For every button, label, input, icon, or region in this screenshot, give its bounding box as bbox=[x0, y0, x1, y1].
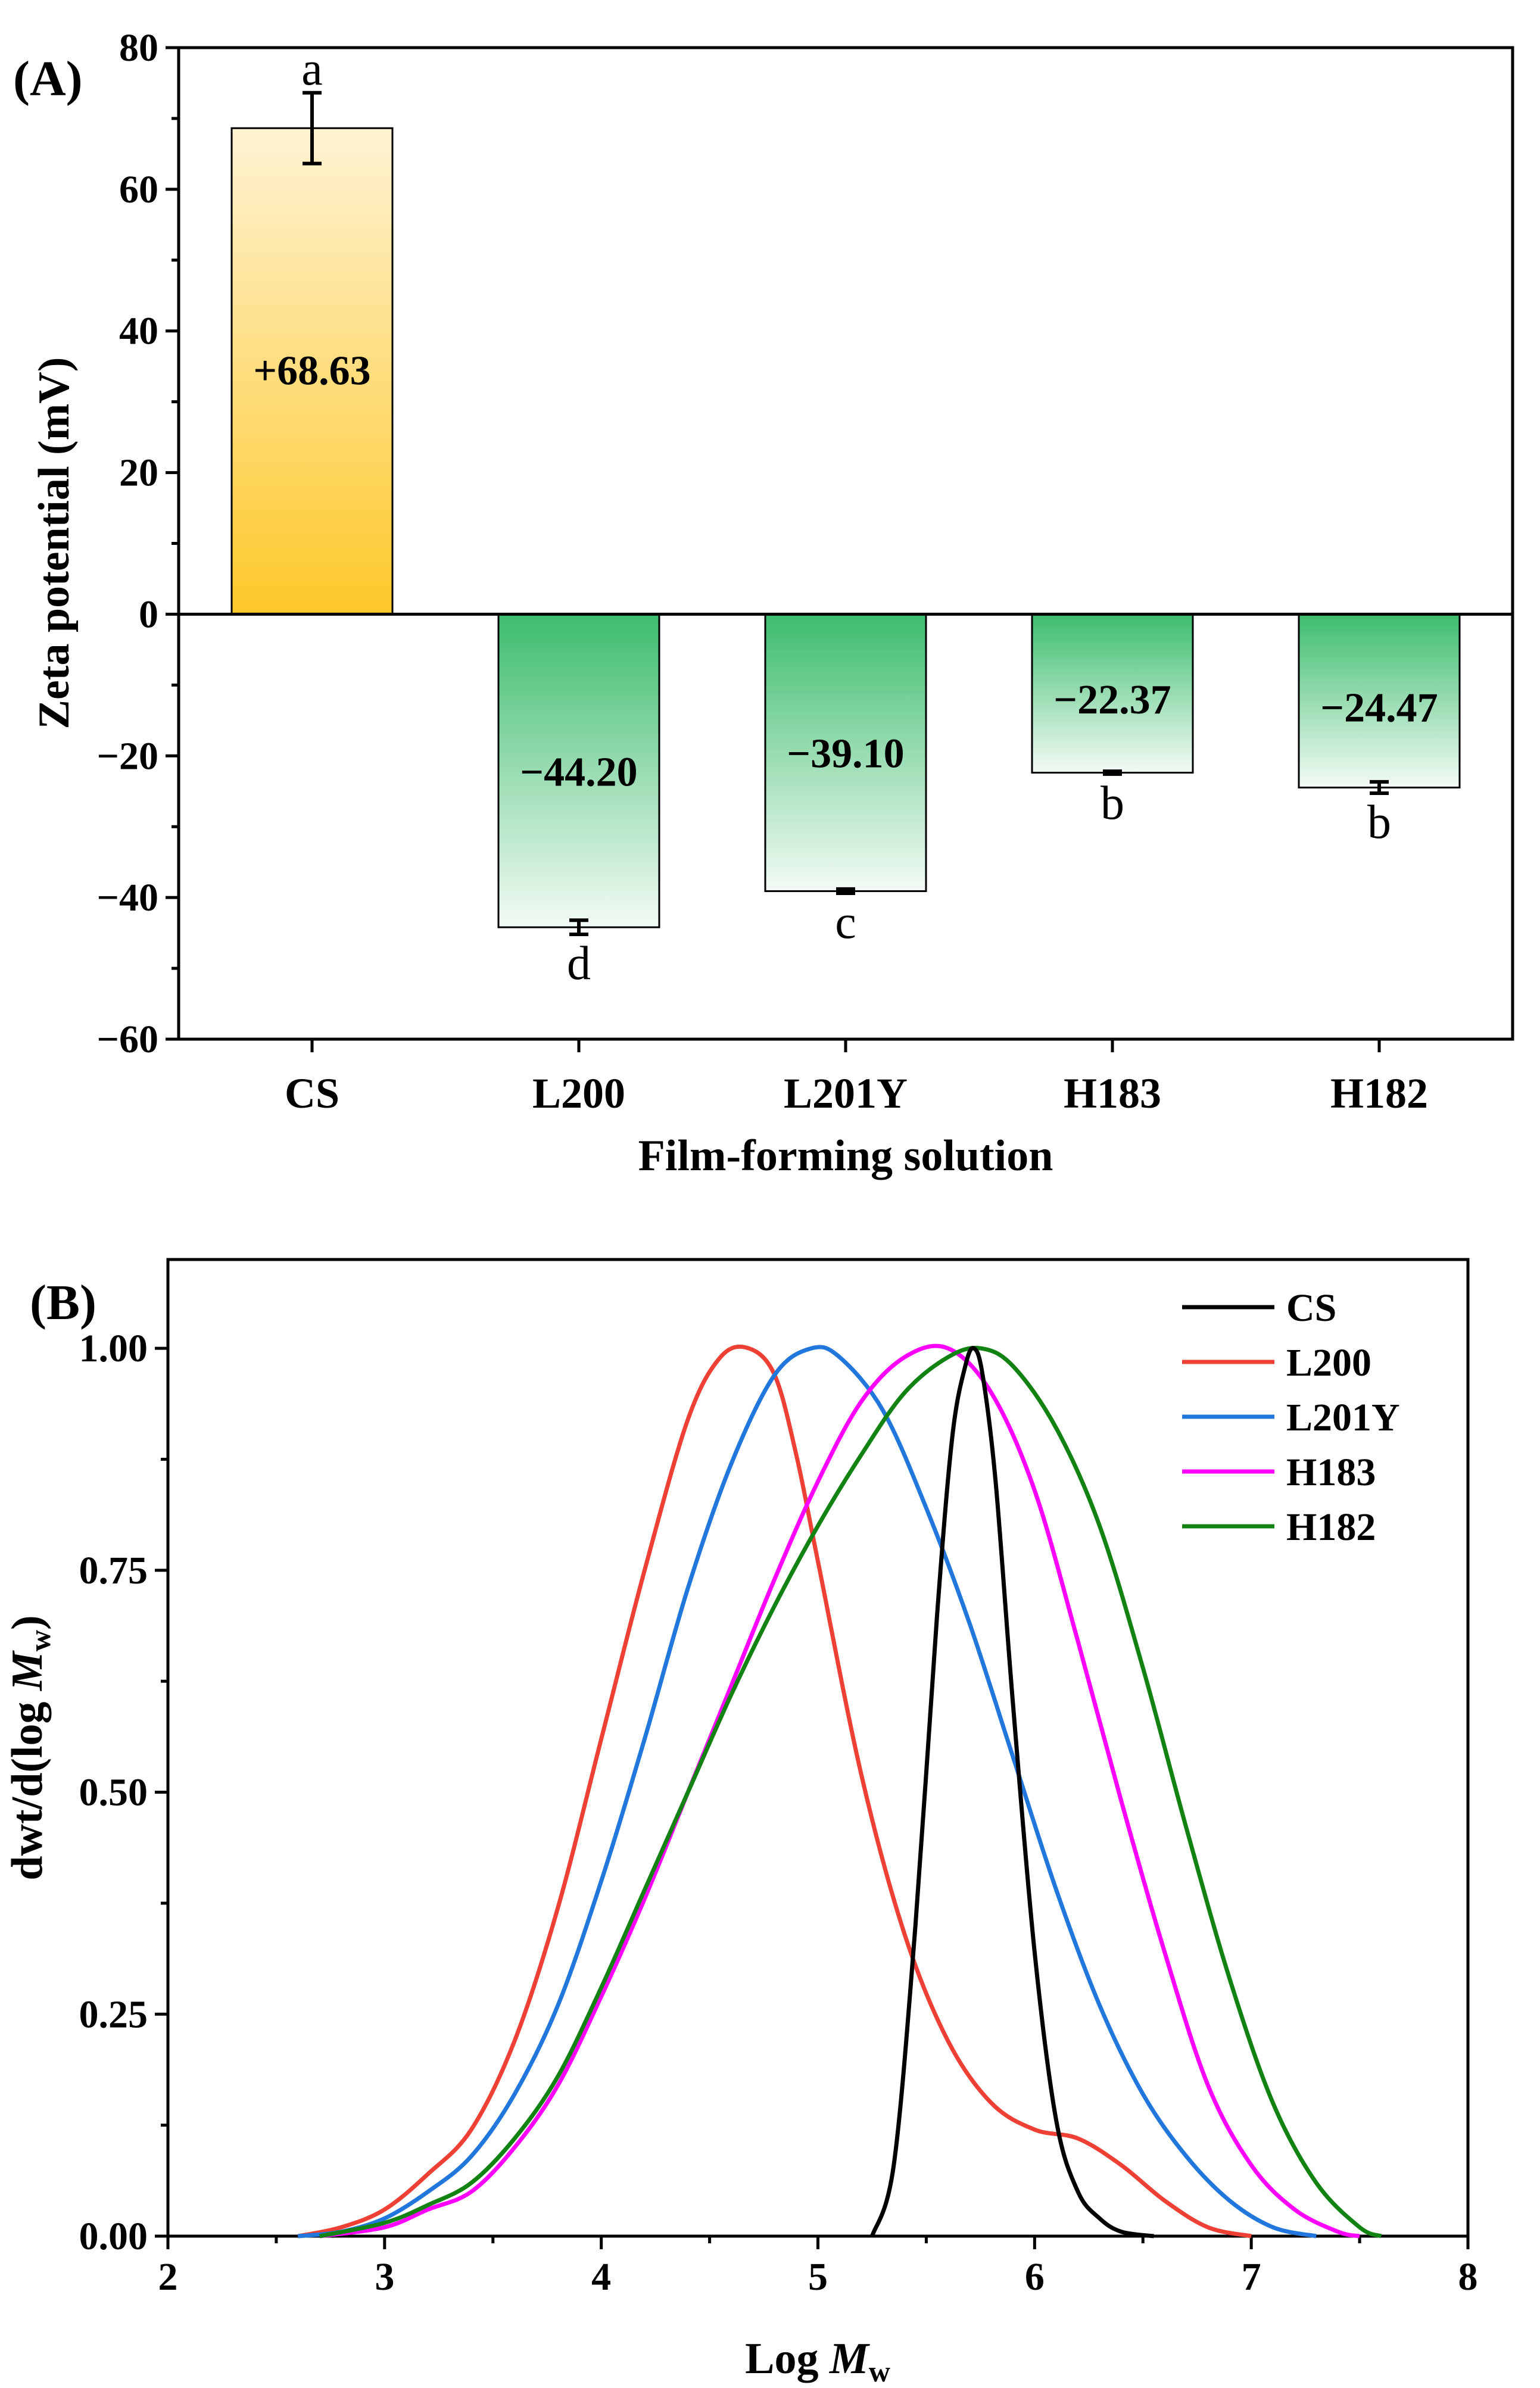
panel-b-y-axis-title-end: ) bbox=[3, 1615, 52, 1630]
x-category-label: CS bbox=[285, 1070, 339, 1117]
significance-label: b bbox=[1101, 777, 1124, 830]
series-line-l200 bbox=[297, 1344, 1252, 2239]
legend-label-h183: H183 bbox=[1286, 1451, 1376, 1494]
bar-l200 bbox=[497, 613, 660, 928]
bar-cs bbox=[230, 127, 394, 615]
x-tick-label: 6 bbox=[1025, 2255, 1045, 2299]
series-line-h182 bbox=[319, 1346, 1382, 2239]
panel-a-bars: +68.63 a −44.20 d −39.10 c −22.37 b −24.47 b bbox=[230, 43, 1461, 990]
series-line-cs bbox=[870, 1346, 1154, 2239]
y-tick-label: 0.75 bbox=[79, 1549, 148, 1592]
significance-label: b bbox=[1367, 796, 1391, 849]
panel-a-x-axis-title: Film-forming solution bbox=[638, 1131, 1053, 1180]
panel-b-x-axis: 2 3 4 5 6 7 8 bbox=[158, 2236, 1478, 2299]
x-category-label: L201Y bbox=[784, 1070, 908, 1117]
panel-b-y-axis: 0.00 0.25 0.50 0.75 1.00 bbox=[79, 1327, 168, 2258]
x-tick-label: 5 bbox=[808, 2255, 828, 2299]
x-tick-label: 8 bbox=[1458, 2255, 1478, 2299]
panel-a-label: (A) bbox=[13, 51, 83, 107]
x-tick-label: 2 bbox=[158, 2255, 178, 2299]
y-tick-label: −20 bbox=[96, 734, 158, 778]
y-tick-label: 40 bbox=[119, 310, 158, 353]
panel-a-x-axis: CS L200 L201Y H183 H182 bbox=[285, 1039, 1428, 1117]
panel-b-y-axis-title-sub: w bbox=[23, 1630, 57, 1651]
significance-label: c bbox=[835, 896, 856, 949]
bar-l201y bbox=[764, 613, 927, 892]
x-tick-label: 4 bbox=[591, 2255, 611, 2299]
panel-b: (B) 0.00 0.25 0.50 0.75 1.00 2 3 4 5 6 7 8 CS L200 L… bbox=[3, 1258, 1478, 2388]
panel-a-y-axis-title: Zeta potential (mV) bbox=[30, 357, 79, 730]
value-label: +68.63 bbox=[253, 348, 370, 394]
panel-b-x-axis-title-sub: w bbox=[869, 2355, 890, 2388]
y-tick-label: 80 bbox=[119, 26, 158, 70]
y-tick-label: −60 bbox=[96, 1018, 158, 1061]
x-category-label: H183 bbox=[1064, 1070, 1161, 1117]
bar-h182 bbox=[1298, 613, 1461, 788]
y-tick-label: 1.00 bbox=[79, 1327, 148, 1370]
x-category-label: L200 bbox=[532, 1070, 625, 1117]
legend-label-cs: CS bbox=[1286, 1286, 1336, 1330]
value-label: −22.37 bbox=[1053, 677, 1171, 723]
series-line-l201y bbox=[297, 1345, 1317, 2239]
significance-label: a bbox=[301, 43, 323, 95]
y-tick-label: 0.00 bbox=[79, 2215, 148, 2258]
y-tick-label: 0 bbox=[139, 593, 158, 636]
panel-b-y-axis-title: dwt/d(log Mw) bbox=[3, 1615, 57, 1880]
value-label: −24.47 bbox=[1320, 685, 1438, 731]
x-tick-label: 7 bbox=[1242, 2255, 1261, 2299]
series-line-h183 bbox=[319, 1343, 1360, 2239]
panel-b-series bbox=[297, 1343, 1382, 2239]
x-tick-label: 3 bbox=[375, 2255, 394, 2299]
value-label: −39.10 bbox=[787, 731, 904, 777]
panel-b-y-axis-title-italic: M bbox=[3, 1650, 52, 1691]
panel-b-label: (B) bbox=[30, 1275, 96, 1330]
panel-a-y-axis: −60 −40 −20 0 20 40 60 80 bbox=[96, 26, 179, 1061]
panel-b-x-axis-title-text: Log bbox=[745, 2334, 830, 2383]
legend-label-l201y: L201Y bbox=[1286, 1396, 1400, 1439]
legend-label-l200: L200 bbox=[1286, 1341, 1371, 1385]
y-tick-label: 60 bbox=[119, 168, 158, 211]
panel-b-frame bbox=[166, 1258, 1470, 2238]
y-tick-label: 0.50 bbox=[79, 1771, 148, 1815]
panel-b-legend: CS L200 L201Y H183 H182 bbox=[1182, 1286, 1400, 1549]
legend-label-h182: H182 bbox=[1286, 1505, 1376, 1549]
y-tick-label: −40 bbox=[96, 876, 158, 919]
x-category-label: H182 bbox=[1330, 1070, 1428, 1117]
y-tick-label: 0.25 bbox=[79, 1993, 148, 2036]
panel-b-x-axis-title-italic: M bbox=[829, 2334, 870, 2383]
bar-h183 bbox=[1031, 613, 1194, 774]
value-label: −44.20 bbox=[520, 750, 637, 796]
panel-b-x-axis-title: Log Mw bbox=[745, 2334, 890, 2388]
significance-label: d bbox=[567, 937, 591, 990]
panel-a: (A) −60 −40 −20 0 20 40 60 80 +68.63 a −44.20 d −39… bbox=[13, 26, 1514, 1180]
y-tick-label: 20 bbox=[119, 451, 158, 495]
panel-b-y-axis-title-text: dwt/d(log bbox=[3, 1691, 52, 1881]
